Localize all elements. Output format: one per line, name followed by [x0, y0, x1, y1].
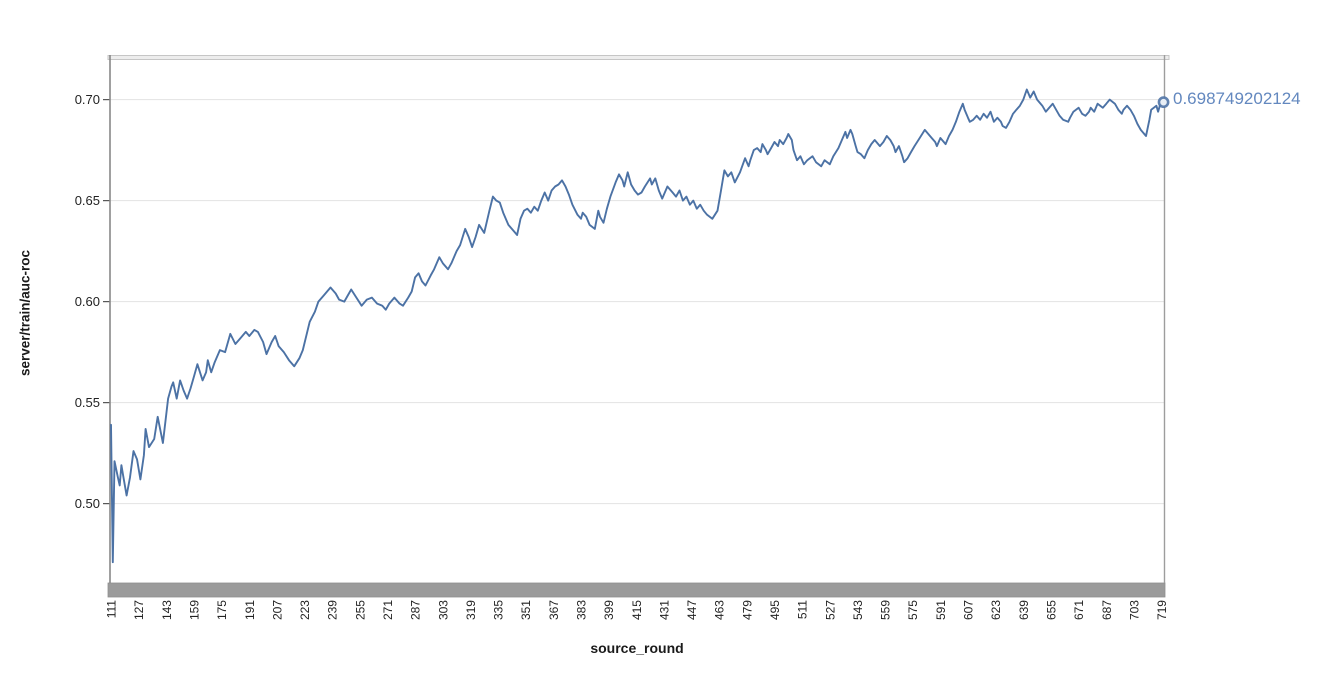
x-tick-label: 495 — [768, 600, 782, 620]
x-tick-label: 479 — [740, 600, 754, 620]
x-tick-label: 223 — [298, 600, 312, 620]
x-tick-label: 239 — [326, 600, 340, 620]
plot-top-bar — [107, 55, 1170, 60]
x-tick-label: 447 — [685, 600, 699, 620]
x-tick-label: 175 — [215, 600, 229, 620]
x-tick-label: 399 — [602, 600, 616, 620]
x-tick-label: 719 — [1155, 600, 1169, 620]
x-tick-label: 255 — [353, 600, 367, 620]
y-axis-title: server/train/auc-roc — [17, 249, 33, 377]
x-tick-label: 639 — [1017, 600, 1031, 620]
x-tick-label: 559 — [879, 600, 893, 620]
x-tick-label: 271 — [381, 600, 395, 620]
x-axis-title: source_round — [590, 640, 684, 656]
x-tick-label: 431 — [657, 600, 671, 620]
x-tick-label: 575 — [906, 600, 920, 620]
plot-bottom-bar — [107, 582, 1166, 598]
x-tick-label: 703 — [1127, 600, 1141, 620]
x-tick-label: 671 — [1072, 600, 1086, 620]
x-tick-label: 415 — [630, 600, 644, 620]
x-tick-label: 335 — [492, 600, 506, 620]
x-tick-label: 655 — [1044, 600, 1058, 620]
x-tick-label: 607 — [962, 600, 976, 620]
x-tick-label: 127 — [132, 600, 146, 620]
x-tick-label: 687 — [1100, 600, 1114, 620]
x-tick-label: 159 — [187, 600, 201, 620]
x-tick-label: 383 — [575, 600, 589, 620]
y-tick-label: 0.65 — [75, 193, 100, 208]
x-tick-label: 591 — [934, 600, 948, 620]
x-tick-label: 623 — [989, 600, 1003, 620]
x-tick-label: 191 — [243, 600, 257, 620]
end-point-marker — [1157, 96, 1170, 109]
end-value-label: 0.698749202124 — [1173, 89, 1301, 108]
x-tick-label: 303 — [436, 600, 450, 620]
y-tick-label: 0.70 — [75, 92, 100, 107]
x-tick-label: 287 — [409, 600, 423, 620]
y-tick-label: 0.60 — [75, 294, 100, 309]
x-tick-label: 111 — [105, 600, 119, 619]
x-tick-label: 511 — [796, 600, 810, 619]
x-tick-label: 351 — [519, 600, 533, 620]
x-tick-label: 463 — [713, 600, 727, 620]
y-tick-label: 0.55 — [75, 395, 100, 410]
x-tick-label: 207 — [270, 600, 284, 620]
x-tick-label: 143 — [160, 600, 174, 620]
x-tick-label: 367 — [547, 600, 561, 620]
x-tick-label: 543 — [851, 600, 865, 620]
x-tick-label: 527 — [823, 600, 837, 620]
series-line — [110, 88, 1163, 564]
x-tick-label: 319 — [464, 600, 478, 620]
y-tick-label: 0.50 — [75, 496, 100, 511]
